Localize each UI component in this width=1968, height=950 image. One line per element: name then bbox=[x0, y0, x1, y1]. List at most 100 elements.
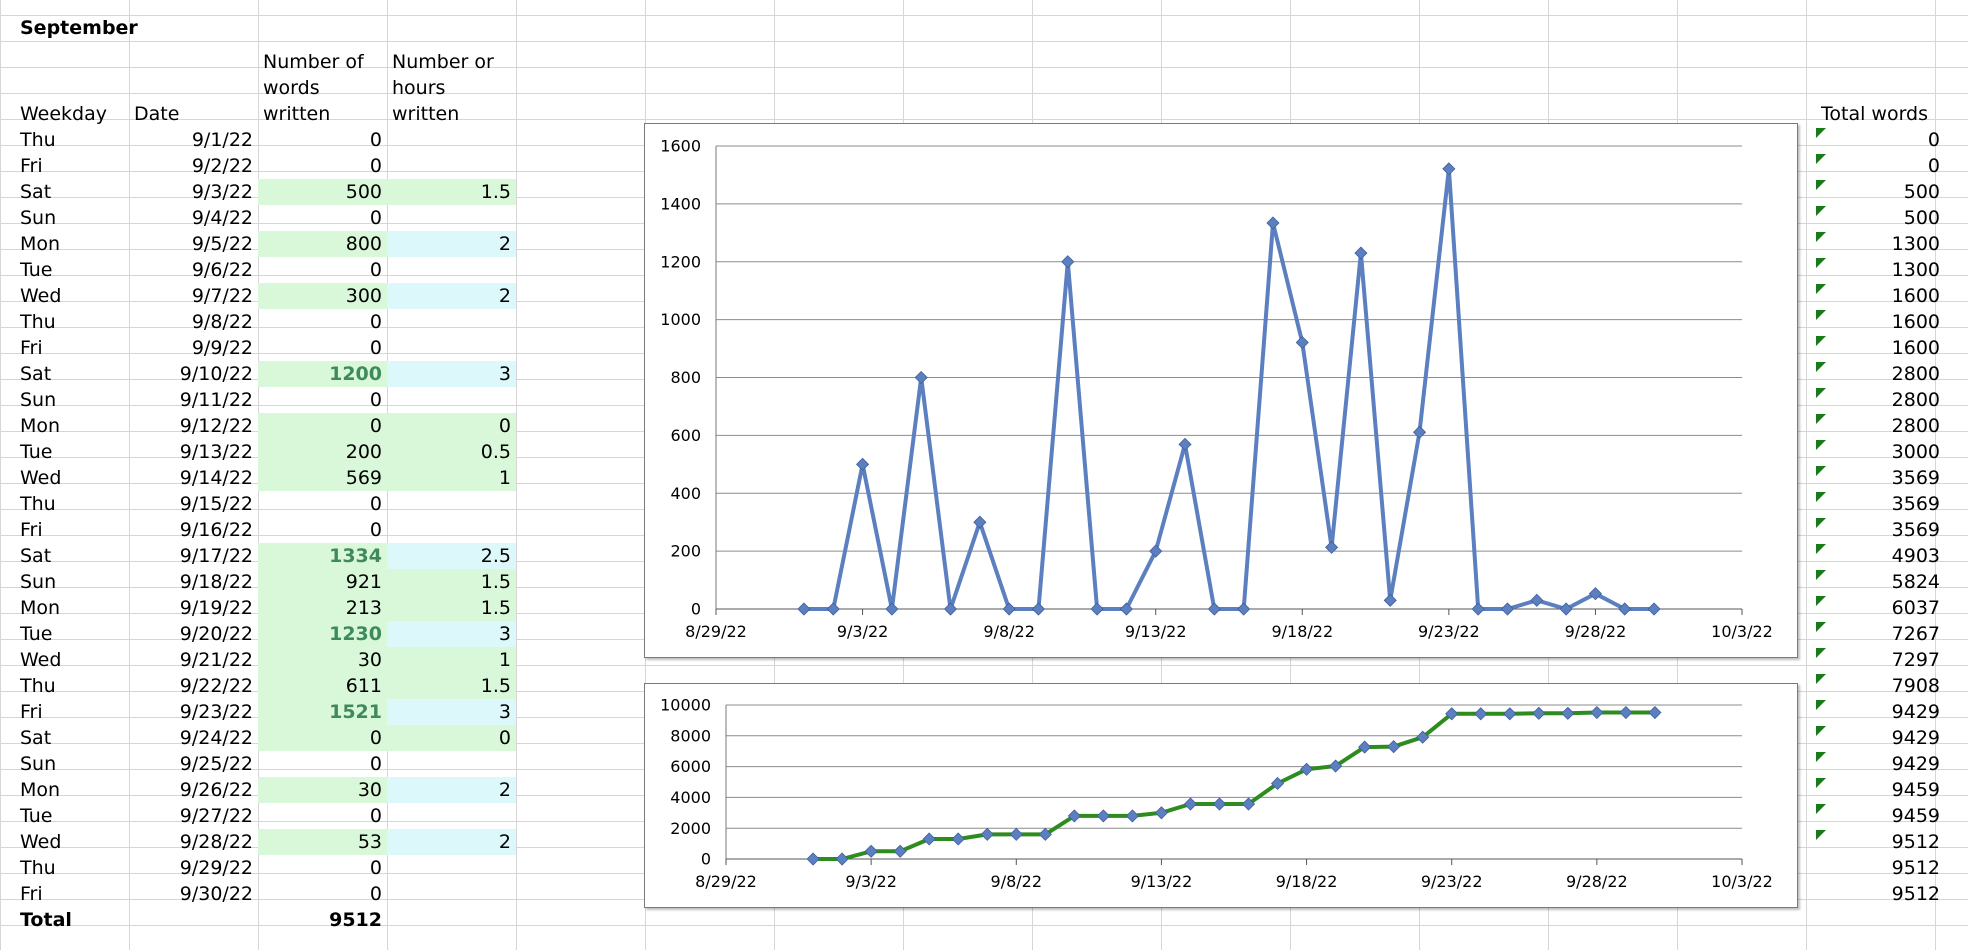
row-hours[interactable]: 3 bbox=[387, 621, 516, 647]
row-weekday[interactable]: Fri bbox=[20, 701, 43, 723]
formula-warning-icon[interactable] bbox=[1816, 154, 1826, 164]
formula-warning-icon[interactable] bbox=[1816, 830, 1826, 840]
row-date[interactable]: 9/19/22 bbox=[179, 597, 253, 619]
row-date[interactable]: 9/5/22 bbox=[191, 233, 253, 255]
row-weekday[interactable]: Thu bbox=[20, 857, 56, 879]
row-date[interactable]: 9/8/22 bbox=[191, 311, 253, 333]
row-words[interactable]: 0 bbox=[369, 857, 382, 879]
row-words[interactable]: 800 bbox=[258, 231, 387, 257]
row-hours[interactable]: 1 bbox=[387, 465, 516, 491]
formula-warning-icon[interactable] bbox=[1816, 258, 1826, 268]
row-total-words[interactable]: 9512 bbox=[1891, 831, 1940, 853]
row-hours[interactable]: 1.5 bbox=[387, 673, 516, 699]
row-weekday[interactable]: Wed bbox=[20, 285, 62, 307]
row-total-words[interactable]: 7267 bbox=[1891, 623, 1940, 645]
row-weekday[interactable]: Fri bbox=[20, 155, 43, 177]
row-weekday[interactable]: Mon bbox=[20, 233, 61, 255]
row-total-words[interactable]: 2800 bbox=[1891, 389, 1940, 411]
formula-warning-icon[interactable] bbox=[1816, 128, 1826, 138]
row-total-words[interactable]: 2800 bbox=[1891, 363, 1940, 385]
row-date[interactable]: 9/1/22 bbox=[191, 129, 253, 151]
row-weekday[interactable]: Tue bbox=[20, 259, 53, 281]
row-total-words[interactable]: 0 bbox=[1927, 155, 1940, 177]
row-words[interactable]: 0 bbox=[369, 129, 382, 151]
row-total-words[interactable]: 9429 bbox=[1891, 727, 1940, 749]
month-title[interactable]: September bbox=[20, 17, 138, 39]
row-weekday[interactable]: Fri bbox=[20, 883, 43, 905]
row-words[interactable]: 30 bbox=[258, 777, 387, 803]
row-hours[interactable] bbox=[387, 335, 516, 361]
row-hours[interactable]: 3 bbox=[387, 361, 516, 387]
row-weekday[interactable]: Tue bbox=[20, 441, 53, 463]
row-total-words[interactable]: 9429 bbox=[1891, 753, 1940, 775]
row-total-words[interactable]: 9429 bbox=[1891, 701, 1940, 723]
formula-warning-icon[interactable] bbox=[1816, 336, 1826, 346]
row-words[interactable]: 0 bbox=[369, 311, 382, 333]
formula-warning-icon[interactable] bbox=[1816, 778, 1826, 788]
total-value[interactable]: 9512 bbox=[329, 909, 382, 931]
formula-warning-icon[interactable] bbox=[1816, 492, 1826, 502]
row-date[interactable]: 9/22/22 bbox=[179, 675, 253, 697]
formula-warning-icon[interactable] bbox=[1816, 804, 1826, 814]
header-hours-line2[interactable]: hours bbox=[392, 77, 446, 99]
row-hours[interactable]: 0.5 bbox=[387, 439, 516, 465]
row-words[interactable]: 0 bbox=[258, 413, 387, 439]
row-date[interactable]: 9/24/22 bbox=[179, 727, 253, 749]
header-words-line3[interactable]: written bbox=[263, 103, 331, 125]
row-hours[interactable]: 3 bbox=[387, 699, 516, 725]
formula-warning-icon[interactable] bbox=[1816, 700, 1826, 710]
row-total-words[interactable]: 6037 bbox=[1891, 597, 1940, 619]
formula-warning-icon[interactable] bbox=[1816, 752, 1826, 762]
row-weekday[interactable]: Thu bbox=[20, 675, 56, 697]
row-total-words[interactable]: 7297 bbox=[1891, 649, 1940, 671]
header-date[interactable]: Date bbox=[134, 103, 180, 125]
row-total-words[interactable]: 1300 bbox=[1891, 233, 1940, 255]
row-words[interactable]: 200 bbox=[258, 439, 387, 465]
row-hours[interactable] bbox=[387, 257, 516, 283]
row-total-words[interactable]: 3569 bbox=[1891, 493, 1940, 515]
row-date[interactable]: 9/7/22 bbox=[191, 285, 253, 307]
row-hours[interactable] bbox=[387, 491, 516, 517]
row-words[interactable]: 213 bbox=[258, 595, 387, 621]
row-weekday[interactable]: Thu bbox=[20, 493, 56, 515]
row-hours[interactable] bbox=[387, 309, 516, 335]
row-words[interactable]: 1334 bbox=[258, 543, 387, 569]
row-date[interactable]: 9/26/22 bbox=[179, 779, 253, 801]
row-words[interactable]: 0 bbox=[369, 337, 382, 359]
row-weekday[interactable]: Mon bbox=[20, 415, 61, 437]
row-date[interactable]: 9/9/22 bbox=[191, 337, 253, 359]
row-weekday[interactable]: Wed bbox=[20, 467, 62, 489]
row-words[interactable]: 0 bbox=[369, 805, 382, 827]
row-weekday[interactable]: Sun bbox=[20, 571, 57, 593]
row-words[interactable]: 0 bbox=[369, 259, 382, 281]
row-total-words[interactable]: 0 bbox=[1927, 129, 1940, 151]
row-weekday[interactable]: Wed bbox=[20, 649, 62, 671]
row-words[interactable]: 500 bbox=[258, 179, 387, 205]
header-words-line2[interactable]: words bbox=[263, 77, 320, 99]
row-weekday[interactable]: Tue bbox=[20, 805, 53, 827]
row-weekday[interactable]: Wed bbox=[20, 831, 62, 853]
row-weekday[interactable]: Sat bbox=[20, 363, 52, 385]
row-words[interactable]: 0 bbox=[369, 519, 382, 541]
formula-warning-icon[interactable] bbox=[1816, 310, 1826, 320]
row-weekday[interactable]: Sun bbox=[20, 389, 57, 411]
row-words[interactable]: 1521 bbox=[258, 699, 387, 725]
row-total-words[interactable]: 9459 bbox=[1891, 805, 1940, 827]
row-hours[interactable] bbox=[387, 855, 516, 881]
row-weekday[interactable]: Fri bbox=[20, 337, 43, 359]
row-date[interactable]: 9/30/22 bbox=[179, 883, 253, 905]
row-total-words[interactable]: 1300 bbox=[1891, 259, 1940, 281]
formula-warning-icon[interactable] bbox=[1816, 362, 1826, 372]
row-date[interactable]: 9/21/22 bbox=[179, 649, 253, 671]
row-total-words[interactable]: 1600 bbox=[1891, 337, 1940, 359]
row-date[interactable]: 9/4/22 bbox=[191, 207, 253, 229]
row-hours[interactable]: 2.5 bbox=[387, 543, 516, 569]
formula-warning-icon[interactable] bbox=[1816, 284, 1826, 294]
row-weekday[interactable]: Sat bbox=[20, 727, 52, 749]
row-hours[interactable] bbox=[387, 751, 516, 777]
daily-words-chart[interactable]: 0 200 400 600 800 1000 1200 1400 1600 8/29/22 9/3/… bbox=[644, 123, 1798, 658]
row-date[interactable]: 9/28/22 bbox=[179, 831, 253, 853]
formula-warning-icon[interactable] bbox=[1816, 466, 1826, 476]
row-words[interactable]: 0 bbox=[369, 493, 382, 515]
row-total-words[interactable]: 9512 bbox=[1891, 857, 1940, 879]
